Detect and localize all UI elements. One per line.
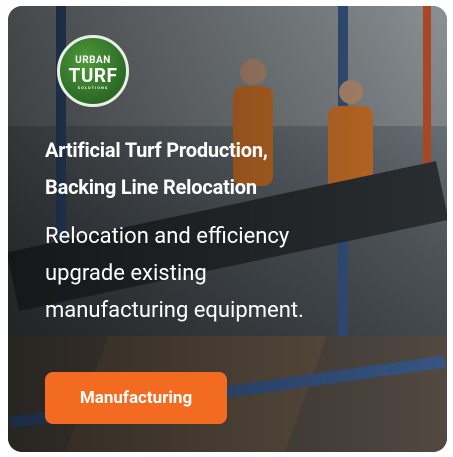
title-line: Artificial Turf Production, — [45, 132, 268, 169]
logo: URBAN TURF SOLUTIONS — [57, 35, 129, 107]
logo-text: TURF — [60, 64, 126, 87]
page: Project card {"logo": {"line1": "URBAN",… — [0, 0, 453, 457]
description-line: manufacturing equipment. — [45, 292, 304, 329]
body: URBAN TURF SOLUTIONS Artificial Turf Pro… — [0, 0, 453, 457]
project-card[interactable]: URBAN TURF SOLUTIONS Artificial Turf Pro… — [8, 6, 447, 452]
logo-text: SOLUTIONS — [60, 85, 126, 90]
category-button[interactable]: Manufacturing — [45, 372, 227, 424]
card-description: Relocation and efficiency upgrade existi… — [45, 218, 304, 329]
card-title: Artificial Turf Production, Backing Line… — [45, 132, 268, 206]
description-line: Relocation and efficiency — [45, 218, 304, 255]
title-line: Backing Line Relocation — [45, 169, 268, 206]
description-line: upgrade existing — [45, 255, 304, 292]
